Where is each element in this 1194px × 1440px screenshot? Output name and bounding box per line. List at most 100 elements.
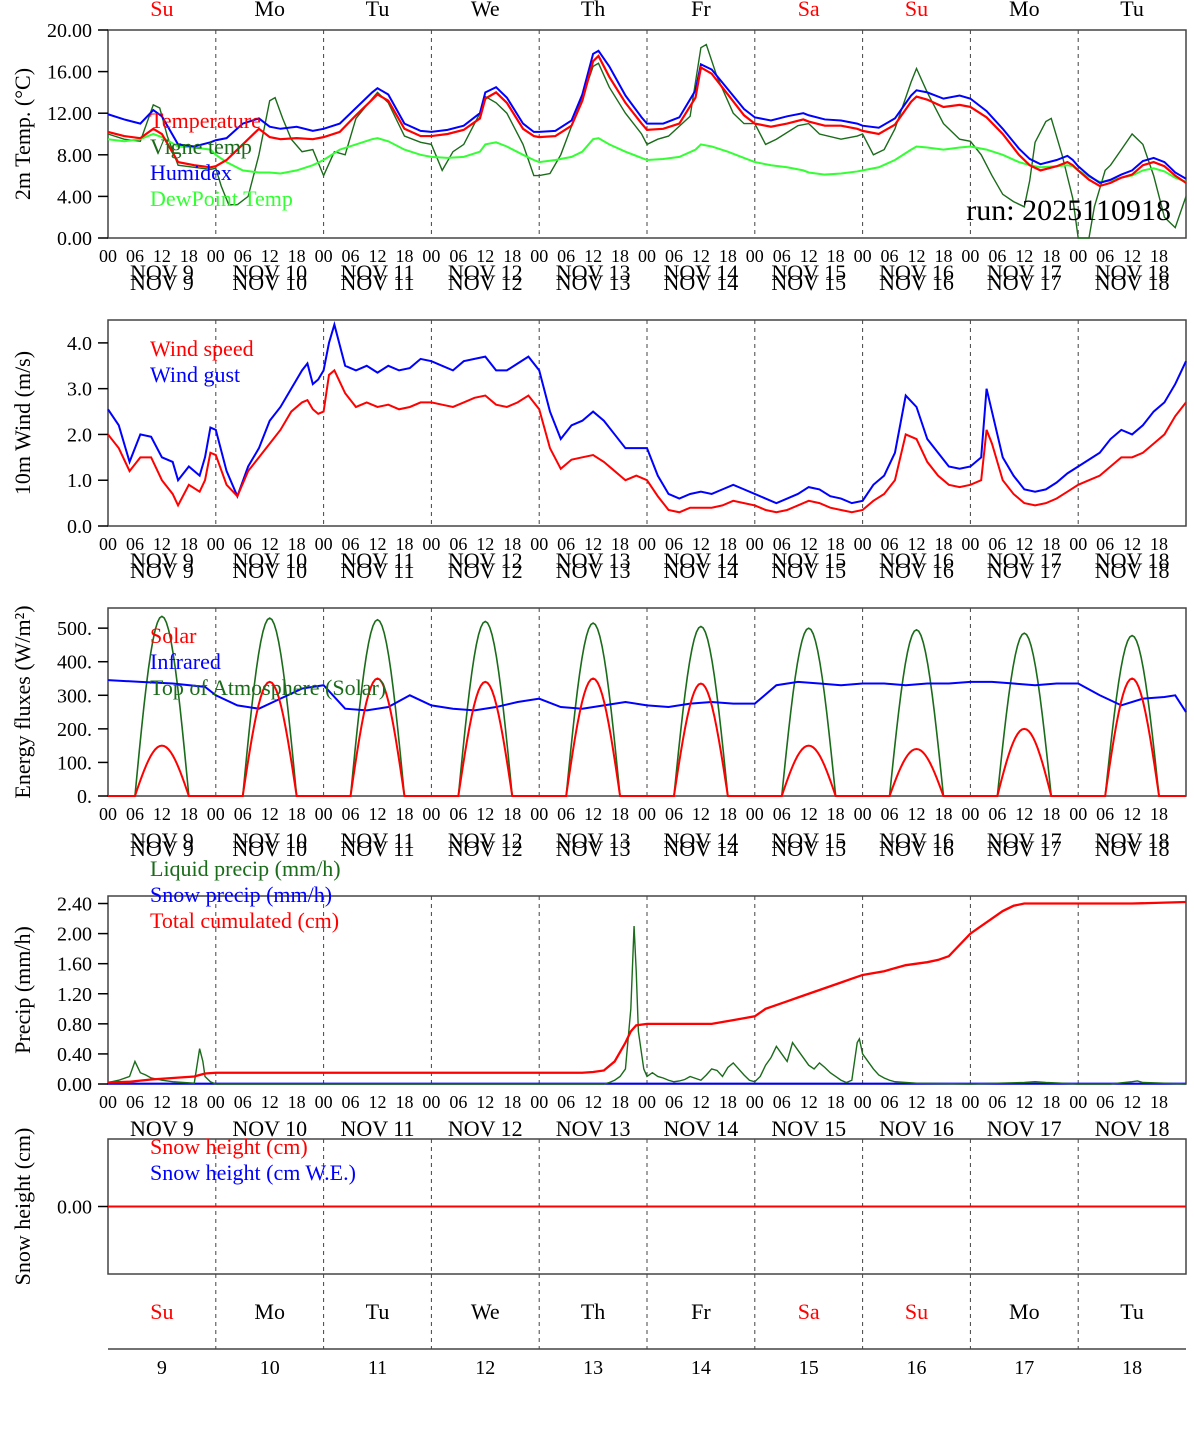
energy-flux-panel: NOV 9 NOV 10 NOV 11 NOV 12 NOV 13 NOV 14 NOV 1… <box>0 548 1194 836</box>
temperature-panel: Su Mo Tu We Th Fr Sa Su Mo Tu 0.00 4.00 8.00 12.00 16.… <box>0 0 1194 258</box>
svg-text:18: 18 <box>611 804 629 824</box>
svg-text:12: 12 <box>261 804 279 824</box>
svg-text:8.00: 8.00 <box>57 145 92 167</box>
svg-text:NOV 12: NOV 12 <box>448 548 523 573</box>
svg-text:12: 12 <box>908 1092 926 1112</box>
svg-text:Snow height (cm W.E.): Snow height (cm W.E.) <box>150 1160 356 1185</box>
svg-text:17: 17 <box>1014 1357 1034 1379</box>
svg-text:06: 06 <box>881 804 899 824</box>
svg-text:Tu: Tu <box>366 1299 390 1324</box>
svg-text:Mo: Mo <box>1009 0 1040 21</box>
svg-text:NOV 10: NOV 10 <box>232 548 307 573</box>
svg-text:00: 00 <box>530 1092 548 1112</box>
svg-text:00: 00 <box>422 804 440 824</box>
svg-text:12: 12 <box>1015 804 1033 824</box>
svg-text:Snow height (cm): Snow height (cm) <box>150 1134 308 1159</box>
svg-text:14: 14 <box>691 1357 711 1379</box>
svg-text:0.40: 0.40 <box>57 1044 92 1066</box>
svg-text:06: 06 <box>342 1092 360 1112</box>
svg-text:200.: 200. <box>57 719 92 741</box>
svg-text:13: 13 <box>583 1357 603 1379</box>
svg-text:NOV 14: NOV 14 <box>664 548 739 573</box>
svg-text:NOV 10: NOV 10 <box>232 260 307 285</box>
svg-text:Vigne temp: Vigne temp <box>150 134 252 159</box>
svg-text:18: 18 <box>719 804 737 824</box>
svg-text:18: 18 <box>1150 1092 1168 1112</box>
svg-text:Su: Su <box>150 0 173 21</box>
svg-text:18: 18 <box>827 804 845 824</box>
svg-text:00: 00 <box>961 1092 979 1112</box>
svg-text:18: 18 <box>934 1092 952 1112</box>
svg-text:00: 00 <box>99 804 117 824</box>
svg-text:12: 12 <box>475 1357 495 1379</box>
svg-text:NOV 14: NOV 14 <box>664 260 739 285</box>
svg-text:18: 18 <box>180 1092 198 1112</box>
svg-text:06: 06 <box>449 1092 467 1112</box>
svg-text:12: 12 <box>1123 1092 1141 1112</box>
svg-text:12: 12 <box>800 804 818 824</box>
svg-text:NOV 17: NOV 17 <box>987 548 1062 573</box>
svg-text:Liquid precip (mm/h): Liquid precip (mm/h) <box>150 856 341 881</box>
svg-text:18: 18 <box>1122 1357 1142 1379</box>
svg-text:00: 00 <box>207 804 225 824</box>
svg-text:Mo: Mo <box>1009 1299 1040 1324</box>
svg-text:Th: Th <box>581 0 605 21</box>
svg-text:NOV 17: NOV 17 <box>987 260 1062 285</box>
svg-text:12.00: 12.00 <box>47 103 92 125</box>
svg-text:Wind speed: Wind speed <box>150 336 254 361</box>
svg-text:06: 06 <box>881 1092 899 1112</box>
svg-text:12: 12 <box>1015 1092 1033 1112</box>
svg-text:NOV 15: NOV 15 <box>771 548 846 573</box>
svg-text:0.80: 0.80 <box>57 1014 92 1036</box>
svg-text:06: 06 <box>665 804 683 824</box>
svg-text:100.: 100. <box>57 752 92 774</box>
svg-text:12: 12 <box>800 1092 818 1112</box>
svg-text:18: 18 <box>827 1092 845 1112</box>
svg-text:Fr: Fr <box>691 0 711 21</box>
svg-text:400.: 400. <box>57 652 92 674</box>
svg-text:NOV 16: NOV 16 <box>879 548 954 573</box>
svg-text:Mo: Mo <box>254 0 285 21</box>
svg-text:NOV 12: NOV 12 <box>448 836 523 861</box>
svg-text:00: 00 <box>638 804 656 824</box>
svg-text:00: 00 <box>1069 804 1087 824</box>
svg-text:300.: 300. <box>57 685 92 707</box>
precipitation-panel: NOV 9 NOV 10 NOV 11 NOV 12 NOV 13 NOV 14 NOV 1… <box>0 836 1194 1124</box>
svg-text:Infrared: Infrared <box>150 649 221 674</box>
svg-text:12: 12 <box>476 1092 494 1112</box>
svg-text:3.0: 3.0 <box>67 379 92 401</box>
svg-text:We: We <box>471 1299 500 1324</box>
svg-text:NOV 16: NOV 16 <box>879 836 954 861</box>
svg-text:Tu: Tu <box>366 0 390 21</box>
svg-text:12: 12 <box>1123 804 1141 824</box>
svg-text:06: 06 <box>773 804 791 824</box>
svg-text:00: 00 <box>530 804 548 824</box>
svg-text:NOV 9: NOV 9 <box>130 260 194 285</box>
svg-text:NOV 18: NOV 18 <box>1095 548 1170 573</box>
svg-text:Solar: Solar <box>150 623 197 648</box>
svg-text:Top of Atmosphere (Solar): Top of Atmosphere (Solar) <box>150 675 386 700</box>
svg-text:12: 12 <box>153 1092 171 1112</box>
svg-text:00: 00 <box>638 1092 656 1112</box>
svg-text:12: 12 <box>369 1092 387 1112</box>
svg-text:Fr: Fr <box>691 1299 711 1324</box>
svg-text:00: 00 <box>961 804 979 824</box>
svg-text:Precip (mm/h): Precip (mm/h) <box>10 926 35 1054</box>
svg-text:18: 18 <box>1150 804 1168 824</box>
svg-text:06: 06 <box>126 1092 144 1112</box>
svg-text:Energy fluxes (W/m²): Energy fluxes (W/m²) <box>10 605 35 798</box>
svg-text:12: 12 <box>692 804 710 824</box>
svg-text:0.0: 0.0 <box>67 516 92 538</box>
svg-text:12: 12 <box>584 1092 602 1112</box>
svg-text:Tu: Tu <box>1120 1299 1144 1324</box>
svg-text:Humidex: Humidex <box>150 160 232 185</box>
svg-text:11: 11 <box>368 1357 387 1379</box>
svg-text:9: 9 <box>157 1357 167 1379</box>
svg-text:NOV 11: NOV 11 <box>341 260 415 285</box>
svg-text:Wind gust: Wind gust <box>150 362 240 387</box>
svg-text:12: 12 <box>692 1092 710 1112</box>
svg-text:18: 18 <box>611 1092 629 1112</box>
svg-text:Sa: Sa <box>798 0 820 21</box>
svg-text:4.00: 4.00 <box>57 186 92 208</box>
svg-text:00: 00 <box>746 1092 764 1112</box>
